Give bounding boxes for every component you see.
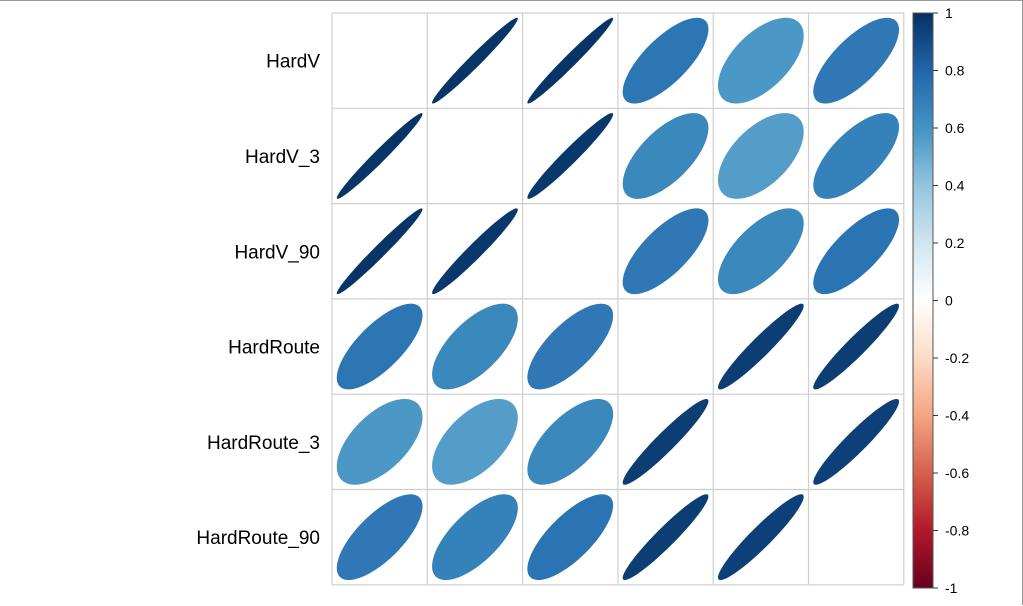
ellipse-HardV-HardRoute xyxy=(622,17,709,104)
ellipse-HardRoute_3-HardRoute_90 xyxy=(813,398,900,485)
colorbar-tick-label-8: -0.6 xyxy=(945,465,969,481)
colorbar-bar xyxy=(912,12,934,589)
ellipse-HardV-HardV_90 xyxy=(527,17,614,104)
ellipse-HardRoute-HardV_3 xyxy=(432,303,518,390)
colorbar-tick-label-7: -0.4 xyxy=(945,408,969,424)
ellipse-HardV_3-HardV xyxy=(336,113,423,199)
ellipse-HardRoute_90-HardV xyxy=(336,494,423,581)
colorbar-tick-label-4: 0.2 xyxy=(945,235,965,251)
ellipse-HardRoute-HardRoute_3 xyxy=(717,303,804,390)
ellipse-HardV_90-HardRoute_90 xyxy=(813,208,900,295)
ellipse-HardRoute_90-HardV_3 xyxy=(432,494,518,581)
ellipse-HardRoute_3-HardV xyxy=(336,399,423,485)
colorbar: 1 0.8 0.6 0.4 0.2 0 -0.2 -0.4 -0.6 -0.8 -1 xyxy=(912,5,969,596)
ellipse-HardV_3-HardRoute xyxy=(622,113,709,199)
cells-layer xyxy=(336,17,900,581)
ellipse-HardRoute-HardRoute_90 xyxy=(813,303,900,390)
row-labels: HardV HardV_3 HardV_90 HardRoute HardRoute_3… xyxy=(196,52,320,550)
colorbar-tick-label-10: -1 xyxy=(945,580,958,596)
ellipse-HardV_90-HardV_3 xyxy=(432,208,518,295)
ellipse-HardRoute_90-HardRoute_3 xyxy=(717,494,804,581)
row-label-HardV_90: HardV_90 xyxy=(234,242,320,263)
ellipse-HardV_90-HardRoute xyxy=(622,208,709,295)
ellipse-HardRoute_90-HardV_90 xyxy=(527,494,614,581)
colorbar-tick-label-9: -0.8 xyxy=(945,523,969,539)
ellipse-HardRoute-HardV xyxy=(336,303,423,390)
colorbar-tick-label-0: 1 xyxy=(945,5,953,21)
row-label-HardRoute: HardRoute xyxy=(228,338,320,359)
colorbar-tick-label-1: 0.8 xyxy=(945,63,965,79)
ellipse-HardV_3-HardRoute_3 xyxy=(717,113,804,199)
ellipse-HardRoute_3-HardRoute xyxy=(622,398,709,485)
ellipse-HardV-HardRoute_3 xyxy=(718,17,804,104)
row-label-HardRoute_3: HardRoute_3 xyxy=(207,433,320,454)
row-label-HardV: HardV xyxy=(266,52,320,73)
ellipse-HardV_3-HardV_90 xyxy=(527,113,614,199)
colorbar-tick-label-3: 0.4 xyxy=(945,178,965,194)
colorbar-tick-label-6: -0.2 xyxy=(945,350,969,366)
grid-layer xyxy=(331,12,905,586)
ellipse-HardRoute_90-HardRoute xyxy=(622,494,709,581)
ellipse-HardV-HardRoute_90 xyxy=(813,17,900,104)
colorbar-tick-label-2: 0.6 xyxy=(945,120,965,136)
ellipse-HardV_3-HardRoute_90 xyxy=(813,113,900,199)
ellipse-HardRoute_3-HardV_90 xyxy=(527,398,614,485)
ellipse-HardRoute-HardV_90 xyxy=(527,303,614,390)
ellipse-HardRoute_3-HardV_3 xyxy=(432,398,518,485)
row-label-HardV_3: HardV_3 xyxy=(245,147,320,168)
row-label-HardRoute_90: HardRoute_90 xyxy=(196,528,320,549)
colorbar-tick-label-5: 0 xyxy=(945,293,953,309)
ellipse-HardV_90-HardRoute_3 xyxy=(717,208,804,295)
ellipse-HardV_90-HardV xyxy=(336,208,423,295)
ellipse-HardV-HardV_3 xyxy=(432,17,518,104)
